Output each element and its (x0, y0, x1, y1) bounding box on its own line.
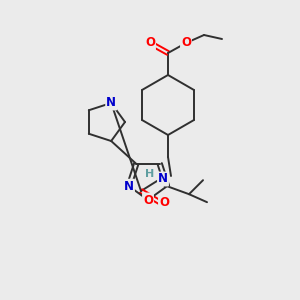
Text: N: N (106, 97, 116, 110)
Text: O: O (159, 196, 169, 209)
Text: N: N (124, 180, 134, 193)
Text: H: H (146, 169, 154, 179)
Text: N: N (158, 172, 168, 185)
Text: O: O (181, 37, 191, 50)
Text: O: O (143, 194, 153, 206)
Text: O: O (145, 37, 155, 50)
